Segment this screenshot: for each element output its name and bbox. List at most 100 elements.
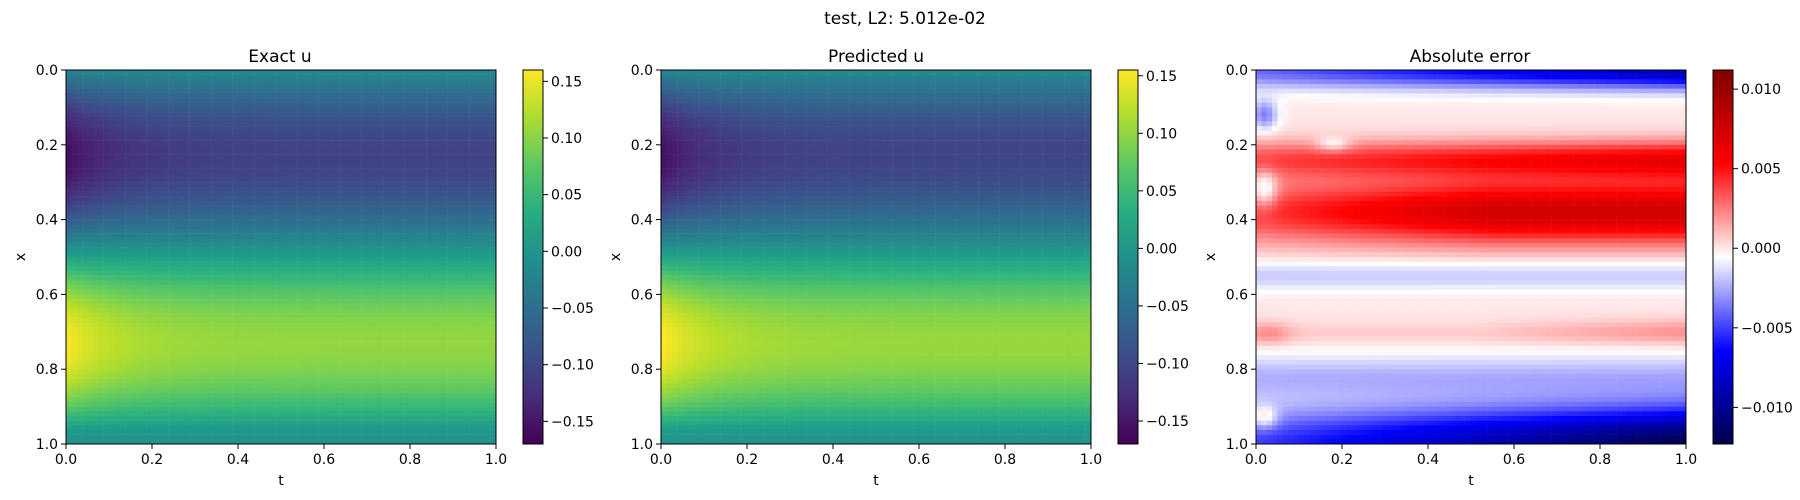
heatmap-cell [162, 308, 169, 314]
heatmap-cell [259, 331, 266, 337]
heatmap-cell [270, 247, 276, 253]
heatmap-cell [297, 280, 303, 286]
heatmap-cell [195, 135, 201, 141]
heatmap-cell [141, 219, 147, 225]
heatmap-cell [125, 93, 131, 99]
heatmap-cell [254, 238, 260, 244]
heatmap-cell [216, 299, 223, 304]
heatmap-cell [340, 341, 346, 347]
heatmap-cell [324, 257, 330, 262]
heatmap-cell [211, 303, 217, 309]
heatmap-cell [350, 126, 357, 131]
heatmap-cell [350, 233, 357, 239]
heatmap-cell [162, 168, 169, 174]
heatmap-cell [436, 130, 443, 136]
heatmap-cell [291, 172, 298, 178]
heatmap-cell [383, 317, 389, 323]
heatmap-cell [254, 116, 260, 122]
heatmap-cell [404, 177, 411, 183]
heatmap-cell [340, 228, 346, 234]
heatmap-cell [490, 172, 496, 178]
heatmap-cell [152, 168, 158, 174]
heatmap-cell [162, 224, 169, 230]
heatmap-cell [130, 359, 137, 365]
heatmap-cell [238, 79, 244, 85]
heatmap-cell [270, 327, 276, 333]
heatmap-cell [345, 247, 352, 253]
heatmap-cell [415, 186, 422, 192]
heatmap-cell [356, 102, 362, 108]
heatmap-cell [195, 177, 201, 183]
heatmap-cell [302, 313, 309, 318]
heatmap-cell [415, 149, 422, 155]
heatmap-cell [334, 182, 341, 188]
heatmap-cell [415, 107, 422, 113]
heatmap-cell [388, 214, 395, 220]
heatmap-cell [146, 74, 153, 80]
heatmap-cell [71, 233, 78, 239]
heatmap-cell [178, 144, 185, 150]
heatmap-cell [254, 98, 260, 103]
heatmap-cell [157, 79, 164, 85]
heatmap-cell [415, 261, 422, 267]
heatmap-cell [490, 219, 496, 225]
heatmap-cell [367, 247, 373, 253]
heatmap-cell [420, 275, 427, 281]
heatmap-cell [436, 303, 443, 309]
heatmap-cell [469, 299, 475, 304]
heatmap-cell [221, 322, 228, 328]
heatmap-cell [178, 247, 185, 253]
heatmap-cell [238, 186, 244, 192]
heatmap-cell [485, 341, 491, 347]
heatmap-cell [146, 172, 153, 178]
heatmap-cell [119, 121, 126, 127]
heatmap-cell [275, 200, 282, 206]
heatmap-cell [447, 228, 454, 234]
heatmap-cell [313, 210, 319, 216]
heatmap-cell [340, 285, 346, 290]
heatmap-cell [264, 107, 271, 113]
heatmap-cell [114, 144, 121, 150]
heatmap-cell [87, 257, 94, 262]
heatmap-cell [238, 172, 244, 178]
heatmap-cell [329, 102, 336, 108]
heatmap-cell [259, 238, 266, 244]
heatmap-cell [135, 107, 142, 113]
heatmap-cell [372, 205, 379, 211]
heatmap-cell [259, 294, 266, 300]
heatmap-cell [141, 84, 147, 89]
heatmap-cell [377, 257, 384, 262]
heatmap-cell [243, 126, 250, 131]
heatmap-cell [109, 144, 115, 150]
heatmap-cell [350, 303, 357, 309]
heatmap-cell [307, 257, 314, 262]
heatmap-cell [324, 294, 330, 300]
heatmap-cell [410, 163, 416, 169]
heatmap-cell [291, 186, 298, 192]
heatmap-cell [404, 233, 411, 239]
heatmap-cell [195, 271, 201, 276]
heatmap-cell [447, 303, 454, 309]
heatmap-cell [291, 219, 298, 225]
heatmap-cell [367, 135, 373, 141]
heatmap-cell [420, 336, 427, 342]
heatmap-cell [146, 200, 153, 206]
heatmap-cell [426, 79, 432, 85]
heatmap-cell [71, 84, 78, 89]
heatmap-cell [221, 135, 228, 141]
heatmap-cell [76, 135, 83, 141]
heatmap-cell [109, 242, 115, 248]
heatmap-cell [479, 74, 486, 80]
heatmap-cell [297, 341, 303, 347]
heatmap-cell [334, 233, 341, 239]
heatmap-cell [281, 299, 287, 304]
heatmap-cell [92, 271, 99, 276]
heatmap-cell [221, 107, 228, 113]
heatmap-cell [388, 168, 395, 174]
heatmap-cell [469, 84, 475, 89]
heatmap-cell [372, 163, 379, 169]
heatmap-cell [415, 350, 422, 356]
heatmap-cell [474, 345, 481, 351]
heatmap-cell [227, 355, 233, 361]
heatmap-cell [479, 172, 486, 178]
